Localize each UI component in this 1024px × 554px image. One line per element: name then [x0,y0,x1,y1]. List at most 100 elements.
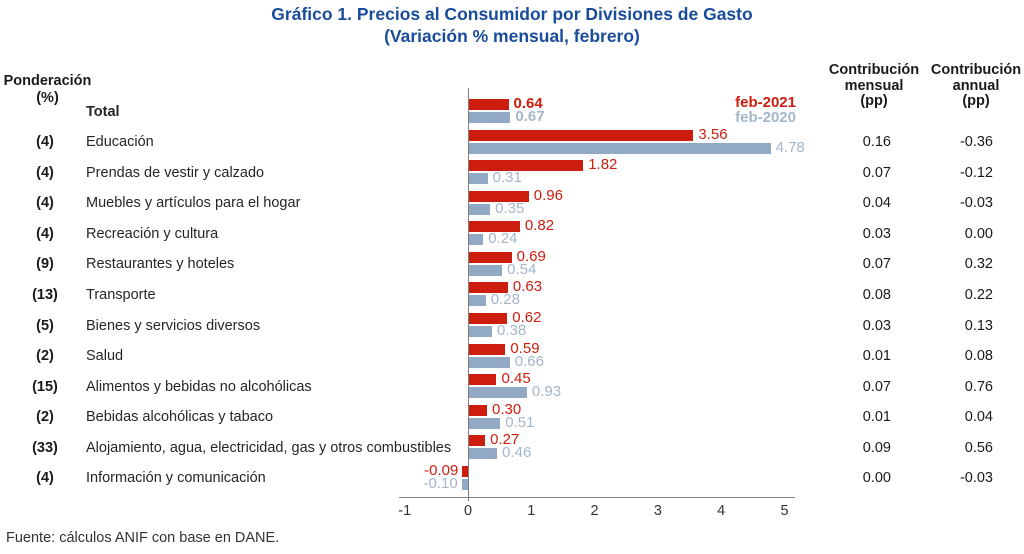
bar-feb-2021 [468,313,508,325]
x-tick-label: 4 [717,503,726,519]
row-label: Muebles y artículos para el hogar [86,195,301,212]
bar-feb-2021 [462,465,468,477]
legend-feb-2020: feb-2020 [735,109,796,126]
row-weight: (4) [36,470,54,487]
table-row: (4) Recreación y cultura 0.82 0.24 0.03 … [0,218,1024,249]
y-axis-line [468,88,469,501]
contrib-annual-value: 0.00 [964,225,993,242]
chart-title: Gráfico 1. Precios al Consumidor por Div… [0,3,1024,47]
bar-feb-2020 [468,173,488,185]
bar-feb-2020 [468,387,527,399]
value-feb-2020: 0.28 [490,291,520,309]
row-label: Alimentos y bebidas no alcohólicas [86,378,312,395]
row-label: Educación [86,134,154,151]
bar-feb-2021 [468,129,694,141]
row-label: Prendas de vestir y calzado [86,164,265,181]
contrib-mensual-header-line2: mensual [844,77,904,94]
table-row: Total 0.64 0.67 [0,96,1024,127]
contrib-mensual-value: 0.07 [862,378,891,395]
contrib-annual-value: 0.22 [964,286,993,303]
legend: feb-2021 feb-2020 [600,95,796,125]
x-tick-label: 3 [653,503,662,519]
bar-feb-2020 [468,112,511,123]
bar-feb-2020 [468,326,493,338]
legend-feb-2021: feb-2021 [735,94,796,111]
value-feb-2021: 0.30 [491,400,522,418]
contrib-annual-value: 0.08 [964,348,993,365]
contrib-mensual-value: 0.07 [862,256,891,273]
contrib-annual-value: 0.13 [964,317,993,334]
row-weight: (15) [32,378,58,395]
row-label: Bebidas alcohólicas y tabaco [86,409,274,426]
bar-feb-2020 [468,142,771,154]
value-feb-2021: 3.56 [698,125,728,143]
contrib-mensual-header-line1: Contribución [828,62,920,78]
bar-feb-2020 [468,417,501,429]
row-label: Transporte [86,286,156,303]
row-label: Total [86,103,120,120]
value-feb-2021: 0.59 [510,339,540,357]
contrib-mensual-value: 0.09 [862,439,891,456]
row-label: Información y comunicación [86,470,266,487]
contrib-annual-value: -0.03 [959,470,993,487]
contrib-mensual-value: 0.08 [862,286,891,303]
table-row: (4) Muebles y artículos para el hogar 0.… [0,188,1024,219]
row-weight: (13) [32,286,58,303]
bar-feb-2021 [468,374,497,386]
table-row: (2) Bebidas alcohólicas y tabaco 0.30 0.… [0,402,1024,433]
value-feb-2021: 0.82 [524,217,555,235]
table-row: (15) Alimentos y bebidas no alcohólicas … [0,371,1024,402]
contrib-mensual-value: 0.03 [862,225,891,242]
contrib-mensual-value: 0.01 [862,348,891,365]
value-feb-2020: -0.10 [423,474,458,492]
row-weight: (5) [36,317,54,334]
contrib-annual-header-line2: annual [952,77,1000,94]
x-axis-line [399,497,795,498]
contrib-mensual-header-line3: (pp) [860,93,888,109]
contrib-annual-value: -0.36 [959,134,993,151]
contrib-annual-value: 0.32 [964,256,993,273]
table-row: (13) Transporte 0.63 0.28 0.08 0.22 [0,279,1024,310]
x-tick-label: 5 [780,503,789,519]
table-row: (33) Alojamiento, agua, electricidad, ga… [0,432,1024,463]
bar-feb-2021 [468,282,508,294]
bar-feb-2020 [468,264,503,276]
table-row: (4) Información y comunicación -0.09 -0.… [0,463,1024,494]
bar-feb-2020 [461,478,468,490]
contrib-annual-value: 0.04 [964,409,993,426]
contrib-mensual-header: Contribución mensual (pp) [822,62,926,110]
value-feb-2021: 0.62 [512,309,542,327]
contrib-annual-header-line3: (pp) [962,93,990,109]
value-feb-2020: 0.67 [515,108,545,125]
contrib-mensual-value: 0.00 [862,470,891,487]
value-feb-2020: 0.38 [497,322,527,340]
value-feb-2020: 0.46 [502,444,532,462]
value-feb-2020: 0.24 [488,230,518,248]
row-weight: (2) [36,409,54,426]
x-tick-label: -1 [398,503,412,519]
table-row: (9) Restaurantes y hoteles 0.69 0.54 0.0… [0,249,1024,280]
row-weight: (4) [36,164,54,181]
bar-feb-2021 [468,221,520,233]
row-label: Recreación y cultura [86,225,219,242]
x-tick-label: 0 [463,503,473,519]
contrib-annual-header-line1: Contribución [930,62,1022,78]
table-row: (2) Salud 0.59 0.66 0.01 0.08 [0,341,1024,372]
value-feb-2021: 1.82 [588,156,618,174]
x-tick-label: 1 [527,503,536,519]
contrib-mensual-value: 0.01 [862,409,891,426]
contrib-annual-value: -0.03 [959,195,993,212]
contrib-mensual-value: 0.03 [862,317,891,334]
ponderacion-header: Ponderación (%) [0,73,95,107]
row-label: Salud [86,348,124,365]
row-weight: (4) [36,225,54,242]
value-feb-2021: 0.69 [516,247,546,265]
contrib-annual-value: 0.76 [964,378,993,395]
contrib-annual-value: 0.56 [964,439,993,456]
table-row: (5) Bienes y servicios diversos 0.62 0.3… [0,310,1024,341]
value-feb-2020: 0.54 [507,260,537,278]
value-feb-2021: 0.63 [512,278,543,296]
value-feb-2020: 0.35 [495,199,525,217]
row-weight: (2) [36,348,54,365]
value-feb-2020: 0.66 [514,352,544,370]
